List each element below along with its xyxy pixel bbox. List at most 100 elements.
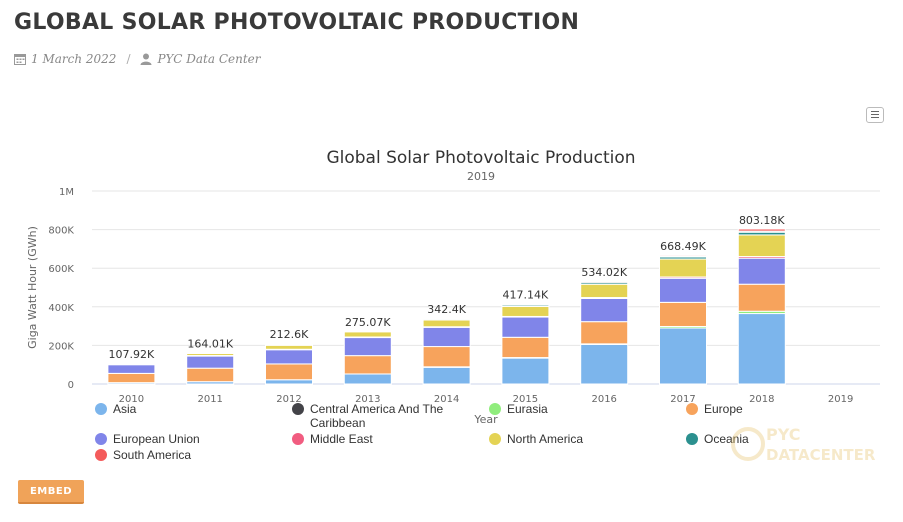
bar-segment [422,366,471,385]
legend-label: Asia [113,402,137,416]
legend-label: Central America And The Caribbean [310,402,444,430]
legend-dot-icon [686,403,698,415]
bar-segment [501,357,550,385]
bar-segment [580,280,629,283]
stacked-bar-chart: Global Solar Photovoltaic Production 2019… [26,148,880,426]
total-label: 668.49K [660,240,706,253]
embed-button[interactable]: EMBED [18,480,84,504]
bar-segment [737,257,786,285]
total-label: 107.92K [109,348,155,361]
post-meta: 1 March 2022 / PYC Data Center [14,52,261,66]
total-label: 417.14K [503,288,549,301]
bar-segment [107,362,156,365]
calendar-icon [14,54,26,65]
y-axis-label: Giga Watt Hour (GWh) [26,226,39,349]
post-date: 1 March 2022 [31,52,117,66]
legend-item[interactable]: European Union [95,432,292,446]
page-title: GLOBAL SOLAR PHOTOVOLTAIC PRODUCTION [14,10,580,35]
y-tick-label: 400K [48,303,74,314]
bar-segment [422,319,471,328]
legend-label: Middle East [310,432,373,446]
x-tick-label: 2013 [355,394,380,405]
x-tick-label: 2010 [119,394,144,405]
chart-legend: Asia Central America And The Caribbean Eur… [95,402,875,462]
bar-segment [501,316,550,338]
legend-item[interactable]: North America [489,432,686,446]
x-tick-label: 2019 [828,394,853,405]
x-tick-label: 2015 [513,394,538,405]
bar-segment [501,336,550,359]
bar-segment [659,258,707,278]
x-axis-label: Year [473,413,498,426]
legend-item[interactable]: Asia [95,402,292,430]
legend-item[interactable]: South America [95,448,292,462]
legend-label: North America [507,432,584,446]
bar-segment [265,379,313,385]
bar-segment [737,228,786,232]
bar-segment [737,234,786,258]
bar-segment [580,298,629,323]
chart-subtitle: 2019 [467,170,495,183]
legend-item[interactable]: Europe [686,402,875,430]
chart-menu-button[interactable] [866,107,884,123]
bar-segment [422,317,471,320]
legend-item[interactable]: Middle East [292,432,489,446]
total-label: 275.07K [345,316,391,329]
y-tick-label: 1M [59,187,74,198]
legend-dot-icon [489,403,501,415]
bar-segment [343,355,392,375]
legend-dot-icon [95,449,107,461]
y-tick-label: 200K [48,341,74,352]
legend-item[interactable]: Eurasia [489,402,686,430]
bar-segment [107,364,156,374]
legend-label: South America [113,448,192,462]
legend-dot-icon [95,403,107,415]
legend-label: Oceania [704,432,749,446]
bar-segment [737,283,786,312]
bar-segment [737,313,786,385]
legend-dot-icon [686,433,698,445]
legend-item[interactable]: Oceania [686,432,875,446]
x-tick-label: 2016 [591,394,616,405]
legend-label: Eurasia [507,402,548,416]
meta-separator: / [126,52,131,66]
legend-dot-icon [292,433,304,445]
total-label: 342.4K [427,303,466,316]
bar-segment [659,254,707,257]
legend-dot-icon [489,433,501,445]
legend-label: Europe [704,402,743,416]
bar-segment [501,305,550,317]
bar-segment [501,302,550,305]
y-tick-label: 0 [68,380,74,391]
bar-segment [265,363,313,381]
bar-segment [343,331,392,338]
bar-segment [186,367,235,383]
x-tick-label: 2012 [276,394,301,405]
y-tick-label: 800K [48,226,74,237]
bar-segment [580,283,629,299]
x-tick-label: 2014 [434,394,459,405]
total-label: 212.6K [270,328,309,341]
bar-segment [659,301,707,327]
bar-segment [659,327,707,385]
bar-segment [343,336,392,357]
total-label: 803.18K [739,214,785,227]
bar-segment [659,277,707,303]
bar-segment [422,346,471,368]
bar-segment [265,348,313,365]
x-tick-label: 2017 [670,394,695,405]
legend-label: European Union [113,432,200,446]
bar-segment [186,351,235,354]
bar-segment [343,330,392,332]
bar-segment [580,321,629,345]
x-tick-label: 2011 [197,394,222,405]
total-label: 534.02K [581,266,627,279]
legend-item[interactable]: Central America And The Caribbean [292,402,489,430]
bar-segment [107,372,156,384]
bar-segment [422,326,471,348]
legend-dot-icon [95,433,107,445]
post-author: PYC Data Center [157,52,261,66]
y-tick-label: 600K [48,264,74,275]
bar-segment [343,373,392,385]
bar-segment [186,355,235,369]
